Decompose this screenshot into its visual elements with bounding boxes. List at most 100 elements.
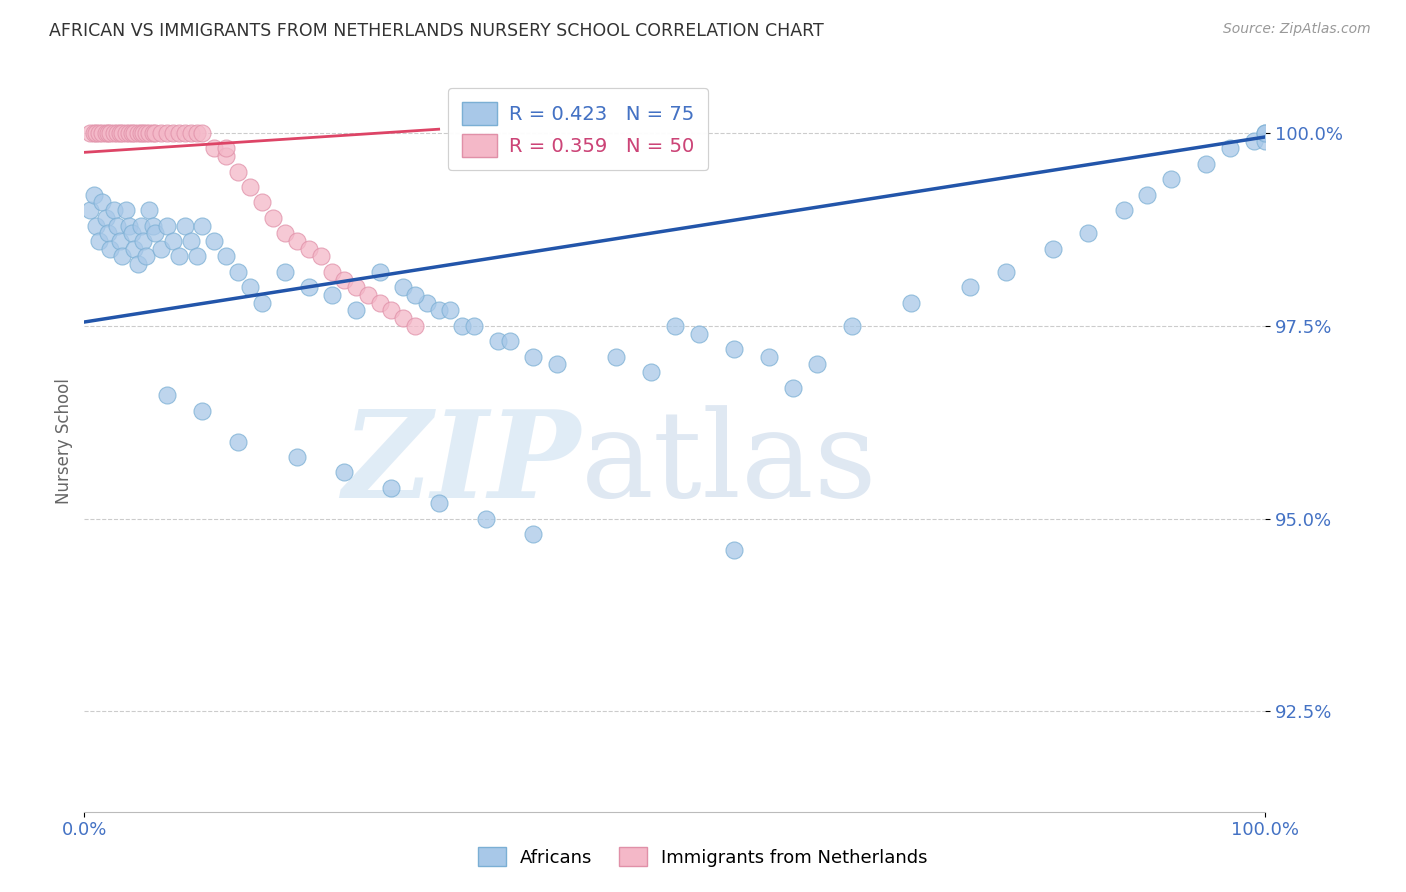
Point bbox=[285, 234, 308, 248]
Point bbox=[546, 358, 568, 372]
Point bbox=[841, 318, 863, 333]
Point bbox=[782, 380, 804, 394]
Point bbox=[150, 126, 173, 140]
Point bbox=[167, 250, 190, 264]
Point bbox=[427, 303, 450, 318]
Point bbox=[79, 126, 101, 140]
Point bbox=[114, 203, 136, 218]
Point bbox=[107, 126, 129, 140]
Point bbox=[285, 450, 308, 464]
Point bbox=[416, 295, 439, 310]
Point bbox=[392, 311, 415, 326]
Point bbox=[1195, 157, 1218, 171]
Point bbox=[344, 303, 367, 318]
Point bbox=[392, 280, 415, 294]
Point bbox=[121, 126, 143, 140]
Point bbox=[122, 126, 145, 140]
Point bbox=[664, 318, 686, 333]
Point bbox=[122, 242, 145, 256]
Point bbox=[605, 350, 627, 364]
Point bbox=[486, 334, 509, 349]
Point bbox=[1042, 242, 1064, 256]
Point bbox=[103, 126, 125, 140]
Point bbox=[135, 126, 157, 140]
Point bbox=[129, 219, 152, 233]
Point bbox=[239, 180, 262, 194]
Point bbox=[806, 358, 828, 372]
Point bbox=[994, 265, 1017, 279]
Point bbox=[191, 219, 214, 233]
Point bbox=[97, 227, 120, 241]
Point bbox=[150, 242, 173, 256]
Y-axis label: Nursery School: Nursery School bbox=[55, 378, 73, 505]
Point bbox=[138, 126, 160, 140]
Point bbox=[298, 242, 321, 256]
Point bbox=[167, 126, 190, 140]
Point bbox=[333, 272, 356, 286]
Point bbox=[321, 288, 343, 302]
Point bbox=[333, 466, 356, 480]
Point bbox=[723, 342, 745, 356]
Point bbox=[186, 126, 208, 140]
Point bbox=[1254, 134, 1277, 148]
Point bbox=[640, 365, 662, 379]
Text: AFRICAN VS IMMIGRANTS FROM NETHERLANDS NURSERY SCHOOL CORRELATION CHART: AFRICAN VS IMMIGRANTS FROM NETHERLANDS N… bbox=[49, 22, 824, 40]
Point bbox=[118, 219, 141, 233]
Text: atlas: atlas bbox=[581, 405, 877, 522]
Point bbox=[98, 242, 121, 256]
Point bbox=[321, 265, 343, 279]
Point bbox=[129, 126, 152, 140]
Point bbox=[97, 126, 120, 140]
Point bbox=[91, 195, 114, 210]
Point bbox=[404, 288, 426, 302]
Point bbox=[121, 227, 143, 241]
Point bbox=[156, 388, 179, 402]
Point bbox=[274, 227, 297, 241]
Point bbox=[180, 126, 202, 140]
Point bbox=[143, 227, 166, 241]
Point bbox=[103, 203, 125, 218]
Point bbox=[83, 126, 105, 140]
Point bbox=[1243, 134, 1265, 148]
Point bbox=[1136, 187, 1159, 202]
Point bbox=[215, 250, 238, 264]
Point bbox=[162, 234, 184, 248]
Point bbox=[309, 250, 332, 264]
Point bbox=[107, 219, 129, 233]
Point bbox=[380, 481, 402, 495]
Point bbox=[900, 295, 922, 310]
Point bbox=[1112, 203, 1135, 218]
Point bbox=[250, 295, 273, 310]
Point bbox=[959, 280, 981, 294]
Point bbox=[84, 126, 107, 140]
Point bbox=[143, 126, 166, 140]
Point bbox=[427, 496, 450, 510]
Point bbox=[98, 126, 121, 140]
Point bbox=[475, 511, 498, 525]
Point bbox=[87, 234, 110, 248]
Point bbox=[498, 334, 520, 349]
Point bbox=[83, 187, 105, 202]
Point bbox=[186, 250, 208, 264]
Point bbox=[79, 203, 101, 218]
Point bbox=[250, 195, 273, 210]
Point bbox=[688, 326, 710, 341]
Point bbox=[138, 203, 160, 218]
Point bbox=[127, 126, 149, 140]
Point bbox=[298, 280, 321, 294]
Point bbox=[94, 126, 117, 140]
Point bbox=[111, 126, 134, 140]
Point bbox=[132, 234, 155, 248]
Point bbox=[108, 234, 131, 248]
Point bbox=[1160, 172, 1182, 186]
Point bbox=[344, 280, 367, 294]
Text: ZIP: ZIP bbox=[342, 404, 581, 523]
Point bbox=[215, 141, 238, 155]
Point bbox=[1254, 126, 1277, 140]
Point bbox=[451, 318, 474, 333]
Point bbox=[94, 211, 117, 225]
Point bbox=[173, 219, 195, 233]
Point bbox=[226, 434, 249, 449]
Point bbox=[202, 234, 225, 248]
Point bbox=[191, 403, 214, 417]
